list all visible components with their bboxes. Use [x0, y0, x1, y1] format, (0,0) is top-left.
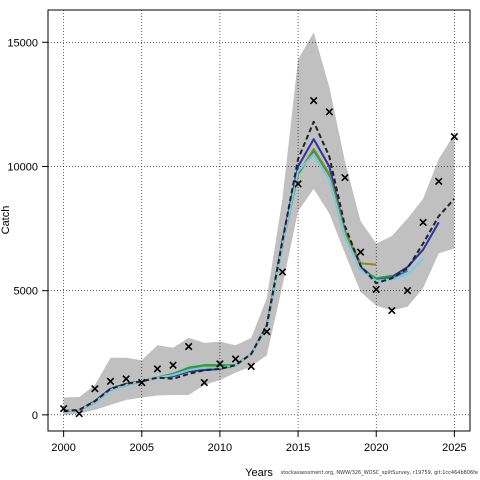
- observed-point-2019: [356, 248, 365, 256]
- axes-layer: 2000 2005 2010 2015 2020 2025 0 5000 10000 15000: [7, 37, 466, 454]
- observed-point-2001: [75, 409, 84, 418]
- observed-point-2013: [263, 327, 271, 336]
- series-line-1: [63, 120, 456, 413]
- plot-frame: [47, 9, 471, 432]
- series-line-6: [63, 153, 424, 413]
- observed-point-2014: [278, 268, 287, 276]
- x-tick-label-2015: 2015: [286, 442, 310, 454]
- footer-note: stockassessment.org, NWW/326_WOSC_splitS…: [280, 470, 478, 476]
- y-tick-label-5000: 5000: [14, 286, 38, 298]
- observed-point-2021: [388, 306, 396, 315]
- series-layer: [63, 120, 456, 413]
- observed-point-2004: [122, 375, 130, 383]
- x-tick-label-2010: 2010: [208, 442, 232, 454]
- observed-point-2017: [325, 108, 334, 116]
- x-tick-label-2005: 2005: [130, 442, 154, 454]
- observed-point-2008: [184, 342, 193, 351]
- confidence-band-layer: [63, 32, 455, 416]
- confidence-band: [63, 32, 455, 416]
- observed-point-2000: [59, 404, 68, 413]
- observed-point-2010: [216, 360, 224, 368]
- observed-point-2016: [309, 96, 318, 105]
- observed-point-2009: [200, 378, 209, 387]
- x-tick-label-2020: 2020: [364, 442, 388, 454]
- observed-point-2025: [450, 132, 459, 141]
- observed-point-2024: [434, 177, 443, 186]
- x-axis-label: Years: [245, 467, 273, 479]
- observed-point-2022: [403, 286, 412, 295]
- observed-point-2002: [91, 385, 99, 393]
- observed-point-2015: [294, 180, 302, 188]
- x-tick-label-2025: 2025: [442, 442, 466, 454]
- observed-point-2018: [341, 173, 349, 182]
- observed-point-2007: [169, 361, 177, 369]
- y-axis-label: Catch: [0, 206, 12, 235]
- observed-point-2023: [419, 218, 427, 227]
- observed-point-2020: [372, 285, 380, 294]
- observed-point-2006: [153, 365, 162, 373]
- observed-point-2011: [231, 355, 240, 363]
- observed-point-2005: [138, 378, 146, 387]
- x-tick-label-2000: 2000: [51, 442, 75, 454]
- observed-point-2003: [106, 377, 115, 386]
- y-tick-label-15000: 15000: [7, 37, 38, 49]
- observed-layer: [59, 96, 459, 418]
- y-tick-label-0: 0: [32, 410, 38, 422]
- observed-point-2012: [247, 362, 255, 371]
- grid-layer: [48, 10, 470, 431]
- y-tick-label-10000: 10000: [7, 161, 38, 173]
